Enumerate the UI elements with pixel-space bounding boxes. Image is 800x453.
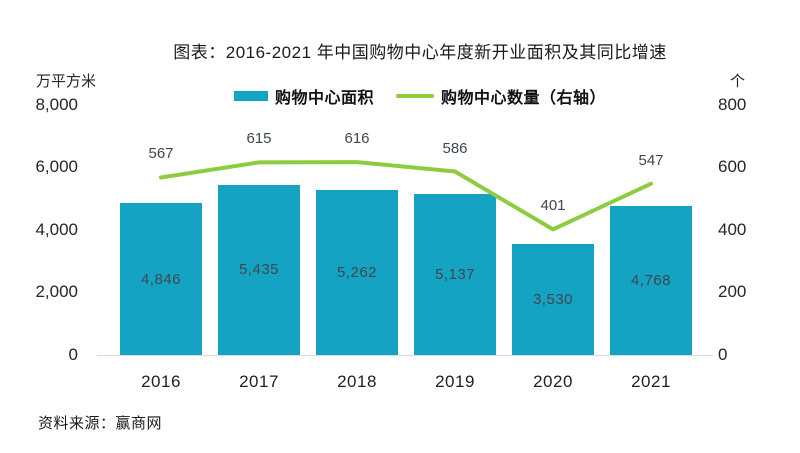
bar-value-label: 5,435 [238, 261, 280, 279]
line-value-label: 586 [442, 139, 468, 157]
bar-value-label: 4,846 [140, 270, 182, 288]
x-axis-baseline [97, 355, 713, 356]
bar-swatch-icon [233, 91, 268, 101]
x-axis-label-2018: 2018 [337, 372, 377, 391]
left-axis-unit: 万平方米 [36, 73, 97, 90]
x-axis-label-2021: 2021 [631, 372, 671, 391]
line-value-label: 547 [638, 151, 664, 169]
left-axis-tick: 2,000 [35, 282, 78, 302]
left-axis-tick: 0 [68, 345, 78, 364]
bar-2016: 4,846 [120, 203, 202, 355]
bar-value-label: 3,530 [532, 291, 574, 309]
bar-2020: 3,530 [512, 244, 594, 355]
right-axis-tick: 600 [718, 157, 747, 177]
line-value-label: 567 [148, 145, 174, 163]
legend-label-area: 购物中心面积 [274, 90, 374, 107]
line-value-label: 401 [540, 197, 566, 215]
right-axis-tick: 400 [718, 219, 747, 239]
bar-2021: 4,768 [610, 205, 692, 355]
legend: 购物中心面积 购物中心数量（右轴） [40, 84, 800, 108]
bar-2019: 5,137 [414, 194, 496, 355]
bar-2017: 5,435 [218, 184, 300, 355]
legend-item-area: 购物中心面积 [233, 84, 374, 108]
x-axis-label-2020: 2020 [533, 372, 573, 391]
right-axis-tick: 800 [718, 94, 747, 114]
x-axis-label-2016: 2016 [141, 372, 181, 391]
x-axis-label-2017: 2017 [239, 372, 279, 391]
line-value-label: 616 [344, 130, 370, 148]
chart-title: 图表：2016-2021 年中国购物中心年度新开业面积及其同比增速 [173, 43, 667, 62]
left-axis-tick: 4,000 [35, 219, 78, 239]
source-note: 资料来源：赢商网 [38, 415, 163, 432]
bar-value-label: 4,768 [630, 271, 672, 289]
line-value-label: 615 [246, 130, 272, 148]
legend-label-count: 购物中心数量（右轴） [441, 90, 607, 107]
left-axis-tick: 8,000 [35, 94, 78, 114]
right-axis-unit: 个 [730, 73, 746, 90]
legend-item-count: 购物中心数量（右轴） [396, 84, 606, 108]
bar-value-label: 5,137 [434, 266, 476, 284]
right-axis-tick: 0 [718, 345, 728, 364]
right-axis-tick: 200 [718, 282, 747, 302]
line-swatch-icon [396, 94, 434, 98]
bar-2018: 5,262 [316, 190, 398, 355]
bar-value-label: 5,262 [336, 264, 378, 282]
x-axis-label-2019: 2019 [435, 372, 475, 391]
left-axis-tick: 6,000 [35, 157, 78, 177]
